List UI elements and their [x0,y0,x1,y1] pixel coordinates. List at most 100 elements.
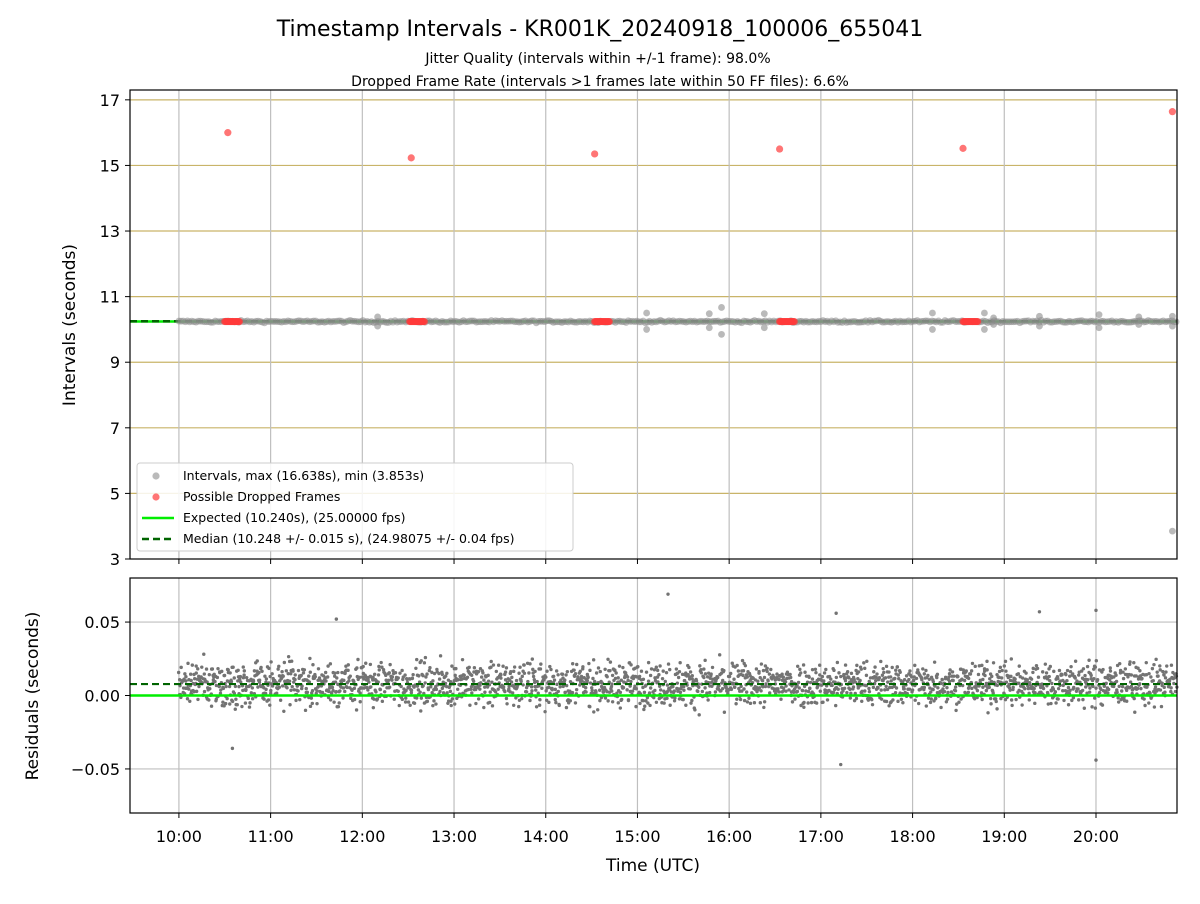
residual-point [431,679,434,682]
residual-point [1138,669,1141,672]
residual-point [435,688,438,691]
residual-point [1020,703,1023,706]
residual-point [240,705,243,708]
residual-point [846,670,849,673]
intervals-y-axis-label: Intervals (seconds) [60,244,80,406]
residuals-y-axis-label: Residuals (seconds) [23,612,43,781]
residual-point [183,672,186,675]
x-tick-label: 15:00 [614,827,660,846]
residual-point [355,666,358,669]
residual-point [196,698,199,701]
residual-point [608,669,611,672]
residual-point [305,687,308,690]
residual-point [478,687,481,690]
residual-point [341,696,344,699]
residual-extreme-point [1038,610,1041,613]
intervals-x-ticks [179,559,1096,564]
residual-point [495,670,498,673]
residual-point [1101,703,1104,706]
residual-point [1082,667,1085,670]
residual-point [432,699,435,702]
residual-point [893,677,896,680]
residual-point [1052,670,1055,673]
residual-point [555,683,558,686]
residual-point [988,686,991,689]
residual-point [946,691,949,694]
residual-point [294,699,297,702]
residual-point [735,697,738,700]
residuals-y-tick-label: −0.05 [71,760,120,779]
residual-point [371,675,374,678]
residual-point [848,688,851,691]
residual-point [735,664,738,667]
residual-point [189,679,192,682]
residual-point [597,666,600,669]
residual-point [642,678,645,681]
residual-point [445,672,448,675]
residual-point [512,704,515,707]
residual-point [1124,667,1127,670]
residual-point [912,679,915,682]
residual-point [468,666,471,669]
residual-point [517,671,520,674]
residual-point [722,669,725,672]
residual-point [662,669,665,672]
x-tick-label: 16:00 [706,827,752,846]
residual-point [1095,659,1098,662]
residual-point [224,685,227,688]
residual-point [807,690,810,693]
residual-point [456,688,459,691]
residual-point [329,662,332,665]
residual-point [657,673,660,676]
residual-point [290,659,293,662]
residual-point [398,704,401,707]
residual-point [480,675,483,678]
residual-point [187,687,190,690]
residual-point [231,700,234,703]
residual-point [1044,662,1047,665]
residual-point [678,670,681,673]
residual-point [673,696,676,699]
residual-point [1042,687,1045,690]
residual-point [911,688,914,691]
residual-point [945,686,948,689]
residual-point [468,703,471,706]
interval-outlier-point [761,310,768,317]
residual-point [760,662,763,665]
residual-point [936,686,939,689]
residual-point [1083,674,1086,677]
residual-point [951,670,954,673]
residual-point [1000,669,1003,672]
residual-point [434,702,437,705]
residual-point [277,665,280,668]
residual-point [417,674,420,677]
residual-point [619,706,622,709]
residual-point [211,667,214,670]
residual-point [1048,675,1051,678]
residual-point [926,674,929,677]
residual-point [561,673,564,676]
residual-extreme-point [666,592,669,595]
interval-outlier-point [1036,313,1043,320]
residual-point [799,671,802,674]
residual-point [438,690,441,693]
residual-point [611,674,614,677]
residual-point [721,687,724,690]
residual-point [196,667,199,670]
residual-point [1057,687,1060,690]
residual-point [397,690,400,693]
residual-point [337,705,340,708]
x-tick-label: 14:00 [523,827,569,846]
residual-point [242,673,245,676]
residual-point [191,663,194,666]
residual-point [862,661,865,664]
residual-point [482,678,485,681]
residual-point [242,665,245,668]
residual-point [796,665,799,668]
residual-point [424,656,427,659]
residual-point [539,667,542,670]
residual-point [234,685,237,688]
residual-point [1153,705,1156,708]
